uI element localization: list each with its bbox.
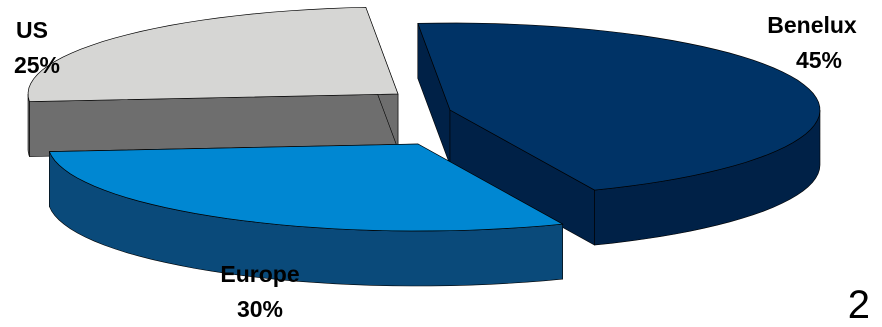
pie-slice-group-europe (48, 143, 564, 287)
pie-slice-benelux (417, 22, 821, 191)
page-number: 2 (847, 283, 870, 327)
slice-value-benelux: 45% (796, 47, 842, 73)
slice-label-benelux: Benelux (767, 12, 857, 38)
slice-label-us: US (16, 17, 48, 43)
slice-label-europe: Europe (220, 261, 299, 287)
slice-value-us: 25% (14, 52, 60, 78)
pie-layers (27, 6, 821, 287)
pie-slice-europe (48, 143, 564, 232)
pie-side-wall-us (27, 94, 30, 157)
slice-value-europe: 30% (237, 296, 283, 322)
pie-slice-us (27, 6, 399, 102)
pie-slice-group-benelux (417, 22, 821, 246)
pie-slice-group-us (27, 6, 399, 157)
